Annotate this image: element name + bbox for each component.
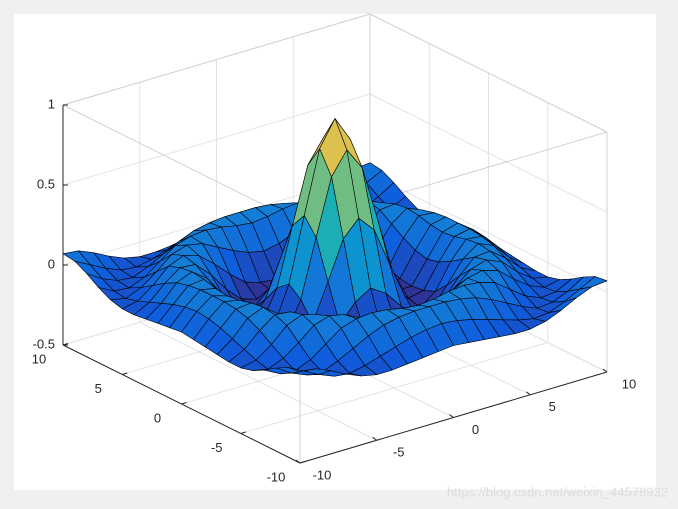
- x-tick: [295, 459, 301, 464]
- z-tick-label: 1: [48, 96, 55, 111]
- y-tick: [299, 461, 306, 464]
- x-tick-label: -10: [313, 467, 332, 482]
- x-tick: [372, 436, 378, 441]
- y-tick: [240, 431, 246, 434]
- grid-line: [369, 173, 608, 293]
- x-tick-label: -5: [393, 445, 405, 460]
- y-tick-label: -5: [211, 440, 223, 455]
- y-tick: [62, 343, 69, 346]
- x-tick-label: 0: [472, 422, 479, 437]
- grid-line: [369, 93, 608, 213]
- box-edge: [62, 13, 371, 106]
- z-tick-label: -0.5: [33, 336, 55, 351]
- grid-line: [62, 93, 371, 186]
- x-tick-label: 5: [549, 399, 556, 414]
- z-tick-label: 0.5: [37, 176, 55, 191]
- y-tick-label: 0: [154, 410, 161, 425]
- y-tick: [181, 402, 187, 405]
- x-tick-label: 10: [622, 376, 636, 391]
- box-edge: [369, 13, 608, 133]
- grid-line: [240, 342, 548, 434]
- x-tick: [602, 368, 608, 373]
- y-tick-label: 10: [32, 351, 46, 366]
- y-tick: [122, 372, 128, 375]
- z-tick-label: 0: [48, 256, 55, 271]
- y-tick-label: -10: [267, 469, 286, 484]
- surface-face: [287, 367, 316, 373]
- y-tick-label: 5: [95, 381, 102, 396]
- watermark: https://blog.csdn.net/weixin_44578932: [447, 484, 668, 499]
- box-edge: [62, 104, 301, 224]
- x-tick: [449, 414, 454, 418]
- x-tick: [525, 391, 531, 396]
